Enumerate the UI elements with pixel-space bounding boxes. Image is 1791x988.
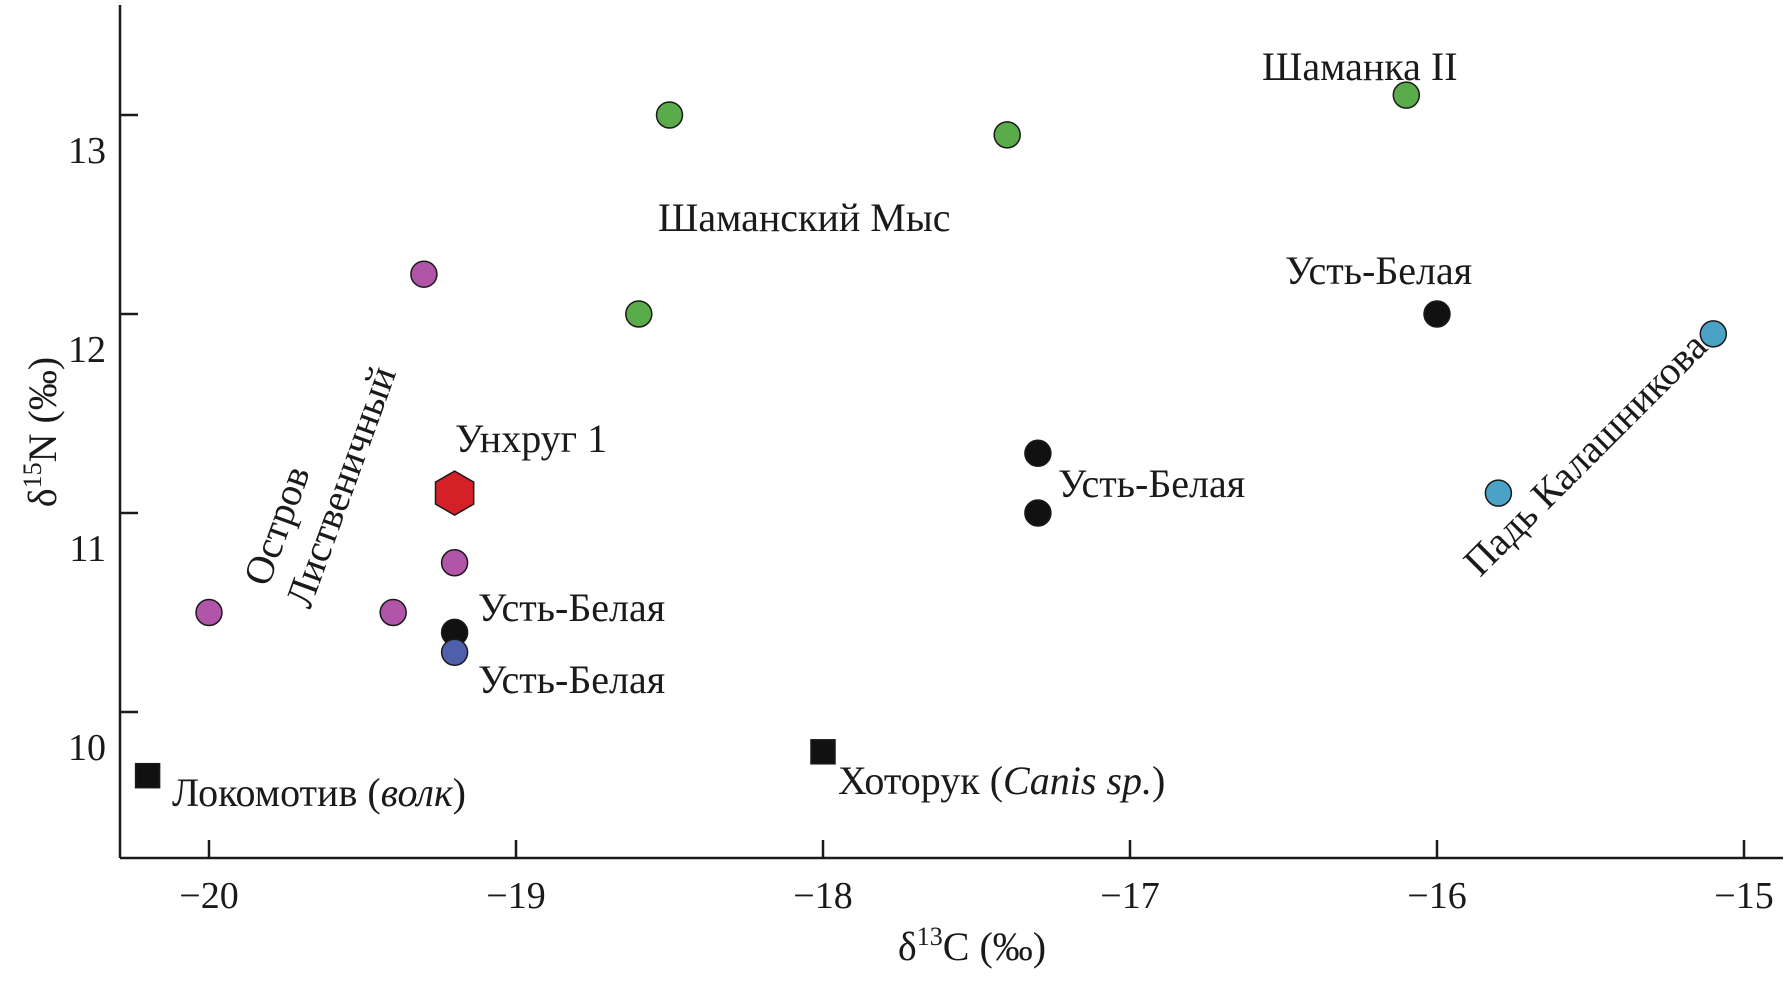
tick-labels: −20 −19 −18 −17 −16 −15 10 11 12 13: [68, 130, 1774, 917]
x-tick-label: −19: [486, 875, 545, 917]
label-pad-kalashnikova: Падь Калашникова: [1455, 323, 1716, 584]
label-unkhrug-1: Унхруг 1: [455, 416, 607, 461]
point-magenta: [440, 549, 469, 577]
label-shamanka-ii: Шаманка II: [1262, 44, 1458, 89]
point-magenta: [195, 598, 223, 627]
data-marks: [134, 81, 1728, 789]
ticks: [120, 113, 1746, 858]
point-cyan: [1699, 320, 1728, 348]
x-tick-label: −15: [1714, 875, 1773, 917]
point-black: [1423, 300, 1451, 328]
annotations: Шаманка II Шаманский Мыс Усть-Белая Унхр…: [172, 44, 1716, 815]
label-khotoruk: Хоторук (Canis sp.): [838, 758, 1165, 803]
label-shamanskiy-mys: Шаманский Мыс: [658, 195, 951, 240]
point-blue: [440, 638, 469, 667]
point-magenta: [379, 598, 407, 627]
point-green: [655, 101, 684, 129]
x-tick-label: −18: [793, 875, 852, 917]
x-tick-label: −20: [179, 875, 238, 917]
point-black: [1024, 439, 1052, 468]
point-green: [625, 300, 653, 328]
point-hexagon: [434, 470, 475, 516]
point-black: [1024, 499, 1052, 527]
point-magenta: [410, 260, 438, 288]
x-tick-label: −16: [1407, 875, 1466, 917]
axes: [118, 5, 1783, 860]
label-ust-belaya-3: Усть-Белая: [478, 585, 665, 630]
point-square: [134, 762, 161, 789]
point-green: [993, 121, 1021, 149]
point-square: [810, 739, 836, 765]
y-tick-label: 13: [68, 130, 106, 172]
label-ust-belaya-4: Усть-Белая: [478, 657, 665, 702]
y-tick-label: 11: [69, 528, 106, 570]
label-ust-belaya-1: Усть-Белая: [1285, 248, 1472, 293]
x-axis-title: δ13C (‰): [898, 922, 1046, 969]
point-cyan: [1484, 479, 1513, 507]
y-tick-label: 12: [68, 329, 106, 371]
y-axis-title: δ15N (‰): [18, 357, 65, 507]
label-lokomotiv: Локомотив (волк): [172, 770, 466, 815]
point-green: [1392, 81, 1421, 109]
x-tick-label: −17: [1100, 875, 1159, 917]
label-ust-belaya-2: Усть-Белая: [1058, 461, 1245, 506]
y-tick-label: 10: [68, 727, 106, 769]
